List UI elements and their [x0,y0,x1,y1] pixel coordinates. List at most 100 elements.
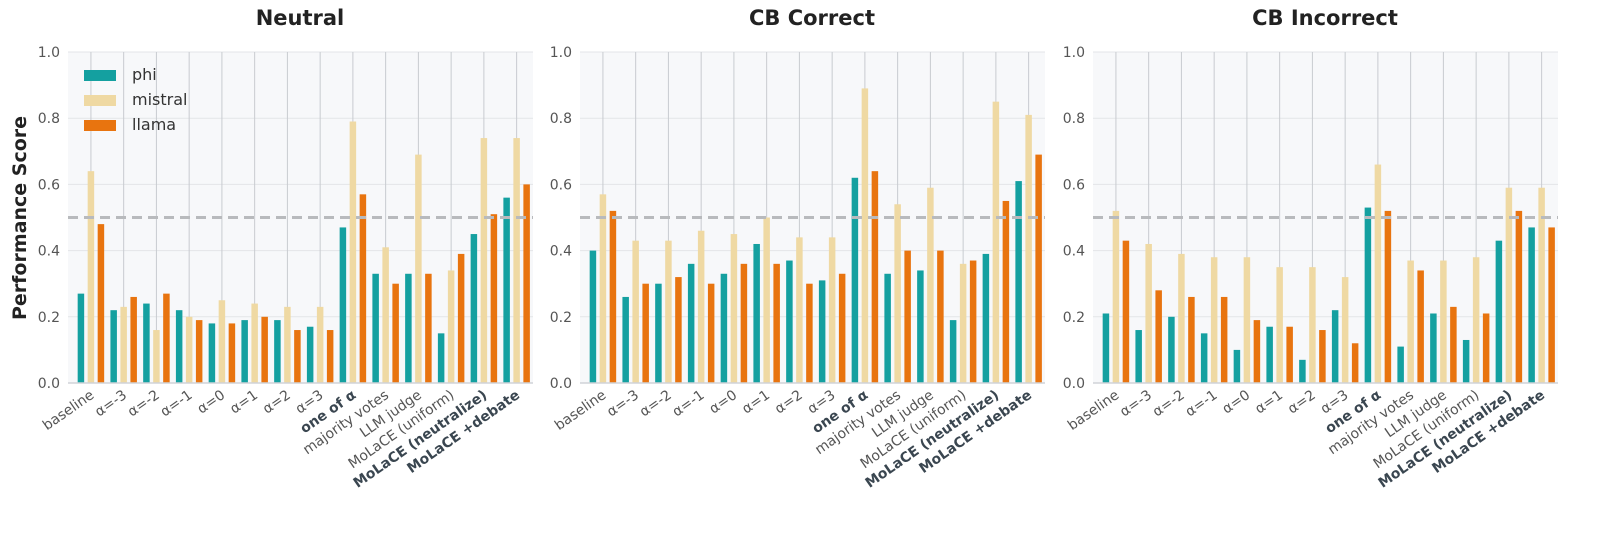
bar-mistral-alpha-1 [1210,257,1218,383]
bar-mistral-one-of-alpha [349,121,357,383]
y-tick-label: 0.6 [550,177,572,193]
bar-llama-baseline [1122,240,1130,383]
bar-phi-one-of-alpha [851,177,859,383]
legend-swatch-mistral [84,95,116,106]
y-tick-label: 1.0 [38,45,60,61]
y-tick-label: 0.6 [1063,177,1085,193]
bar-llama-alpha-0 [740,263,748,383]
bar-mistral-baseline [599,194,607,383]
legend-swatch-phi [84,70,116,81]
bar-phi-alpha-1 [241,320,248,383]
bar-phi-llm-judge [917,270,924,383]
legend-item-phi: phi [76,64,206,86]
y-tick-label: 0.0 [550,376,572,392]
y-tick-label: 0.2 [38,310,60,326]
bar-phi-alpha-3 [110,310,117,383]
bar-phi-molace-uniform [1462,339,1470,383]
bar-mistral-alpha-3 [1341,277,1349,383]
bar-mistral-alpha-3 [316,306,324,383]
bar-phi-alpha-2 [274,320,281,383]
bar-llama-alpha-3 [130,296,137,383]
bar-phi-alpha-1 [753,243,760,383]
x-tick-label-alpha-3: α=-3 [1117,387,1155,420]
bar-llama-alpha-2 [675,277,682,383]
bar-llama-llm-judge [937,250,944,383]
bar-mistral-alpha-1 [1276,267,1283,383]
y-tick-label: 0.0 [38,376,60,392]
bar-llama-alpha-3 [838,273,846,383]
bar-phi-molace-debate [503,197,510,383]
panel-title-cb-correct: CB Correct [748,6,875,30]
bar-mistral-alpha-3 [828,237,836,383]
bar-mistral-alpha-2 [1309,267,1316,383]
bar-phi-llm-judge [405,273,412,383]
legend-item-mistral: mistral [76,89,206,111]
bar-llama-alpha-2 [294,330,301,383]
x-tick-label-alpha-2: α=2 [1285,387,1319,417]
bar-llama-baseline [609,210,617,383]
bar-mistral-alpha-2 [665,240,672,383]
x-tick-label-alpha-0: α=0 [1220,387,1254,417]
bar-phi-alpha-2 [655,283,662,383]
bar-llama-alpha-0 [228,323,236,383]
y-tick-label: 0.4 [550,244,572,260]
y-tick-label: 0.4 [38,244,60,260]
legend-label-llama: llama [132,115,177,134]
bar-llama-alpha-3 [326,330,334,383]
bar-mistral-molace-neutralize [992,101,1000,384]
bar-phi-alpha-2 [1168,316,1175,383]
bar-llama-molace-uniform [969,260,977,383]
bar-mistral-baseline [1112,210,1120,383]
y-tick-label: 0.4 [1063,244,1085,260]
bar-llama-alpha-2 [1319,330,1326,383]
y-tick-label: 0.0 [1063,376,1085,392]
bar-mistral-alpha-1 [251,303,258,383]
bar-llama-one-of-alpha [359,194,367,383]
bar-mistral-molace-uniform [1472,257,1480,383]
bar-mistral-alpha-0 [218,300,226,383]
legend-swatch-llama [84,120,116,131]
panel-title-neutral: Neutral [255,6,345,30]
bar-phi-alpha-1 [175,310,183,383]
bar-mistral-molace-uniform [959,263,967,383]
bar-phi-alpha-0 [208,323,216,383]
bar-llama-majority-votes [392,283,399,383]
bar-phi-alpha-3 [306,326,314,383]
bar-llama-molace-neutralize [1515,210,1523,383]
bar-mistral-molace-neutralize [480,138,488,383]
bar-phi-one-of-alpha [1364,207,1372,383]
bar-phi-llm-judge [1430,313,1437,383]
bar-phi-molace-neutralize [470,234,478,383]
legend-label-mistral: mistral [132,90,188,109]
bar-llama-alpha-3 [1351,343,1359,383]
bar-mistral-llm-judge [927,187,934,383]
bar-phi-alpha-0 [720,273,728,383]
bar-phi-molace-neutralize [982,253,990,383]
y-tick-label: 1.0 [1063,45,1085,61]
bar-llama-one-of-alpha [871,171,879,383]
y-tick-label: 0.8 [38,111,60,127]
bar-phi-majority-votes [1397,346,1404,383]
legend: phi mistral llama [76,60,206,142]
bar-phi-alpha-1 [687,263,695,383]
bar-llama-molace-debate [1035,154,1042,383]
bar-phi-baseline [77,293,85,383]
bar-llama-alpha-3 [1155,290,1162,383]
bar-mistral-alpha-2 [153,330,160,383]
bar-mistral-alpha-0 [730,234,738,383]
bar-llama-alpha-1 [261,316,268,383]
bar-mistral-one-of-alpha [1374,164,1382,383]
bar-mistral-majority-votes [1407,260,1414,383]
bar-phi-majority-votes [884,273,891,383]
bar-phi-alpha-3 [622,296,629,383]
x-tick-label-alpha-2: α=-2 [1150,387,1188,420]
bar-phi-alpha-3 [1135,330,1142,383]
bar-llama-alpha-0 [1253,320,1261,383]
panel-title-cb-incorrect: CB Incorrect [1252,6,1398,30]
y-tick-label: 0.6 [38,177,60,193]
bar-mistral-alpha-3 [120,306,127,383]
bar-llama-majority-votes [904,250,911,383]
bar-mistral-molace-debate [513,138,520,383]
bar-llama-molace-neutralize [1002,200,1010,383]
